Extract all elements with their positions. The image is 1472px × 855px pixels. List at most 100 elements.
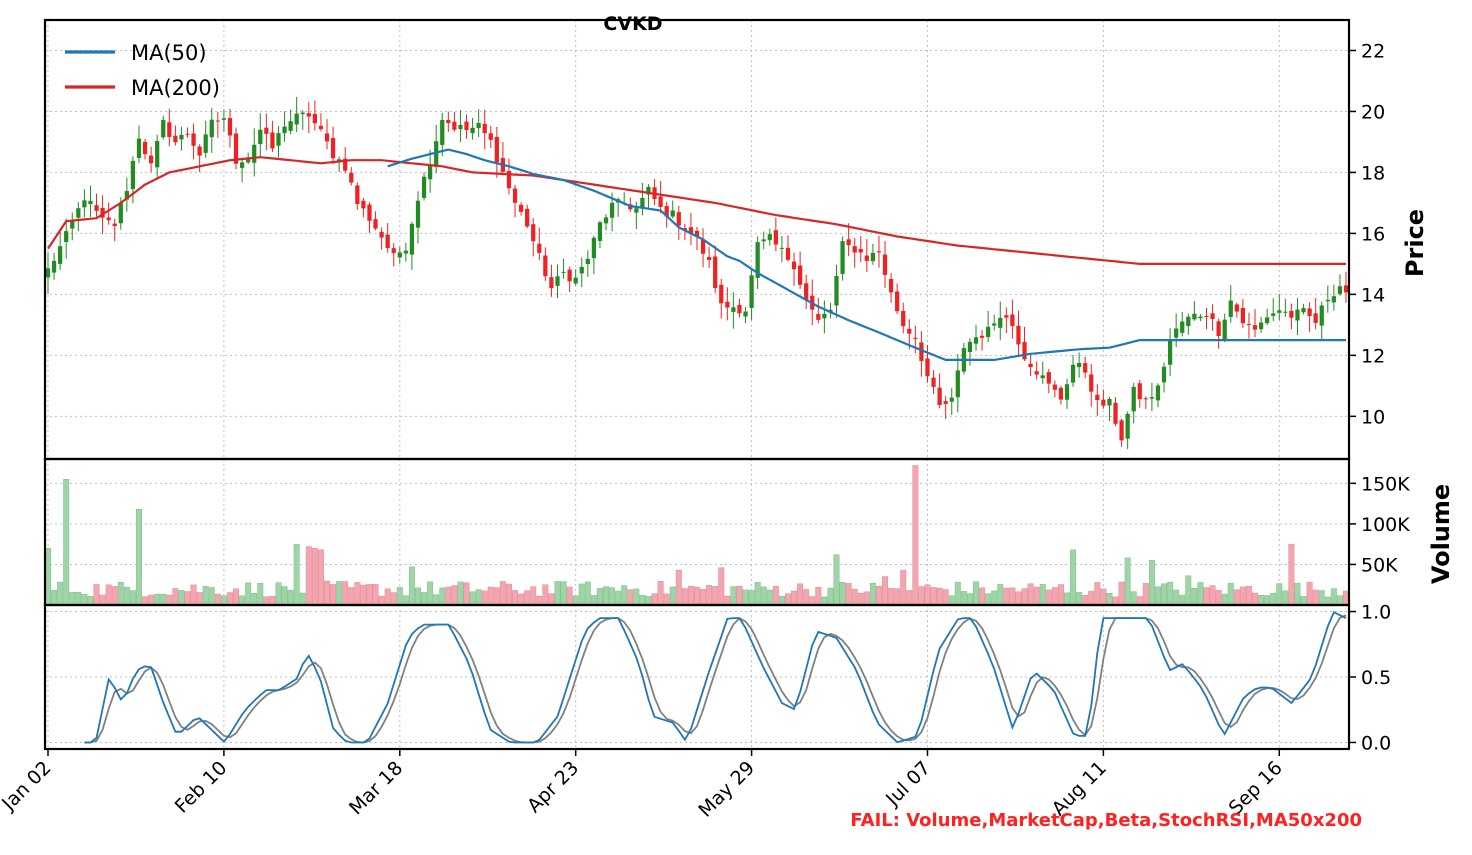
- candle-body: [185, 133, 190, 135]
- price-candles: [45, 96, 1349, 450]
- candle-body: [215, 120, 220, 122]
- x-tick-label: Apr 23: [523, 757, 583, 817]
- volume-bar: [1015, 591, 1022, 606]
- chart-title: CVKD: [603, 13, 662, 35]
- volume-bar: [1039, 584, 1046, 606]
- candle-body: [197, 146, 202, 156]
- candle-body: [324, 133, 330, 142]
- candle-body: [943, 401, 948, 404]
- volume-bar: [572, 595, 579, 606]
- volume-bar: [966, 593, 973, 606]
- volume-bar: [948, 595, 955, 606]
- candle-body: [737, 304, 742, 314]
- volume-bar: [560, 581, 567, 606]
- stoch-tick-label: 0.0: [1361, 732, 1391, 754]
- volume-bar: [724, 595, 731, 606]
- candle-body: [603, 217, 609, 224]
- volume-bar: [1161, 583, 1168, 606]
- volume-tick-label: 150K: [1361, 473, 1410, 495]
- volume-bar: [433, 594, 440, 606]
- volume-bar: [457, 581, 464, 606]
- candle-body: [1070, 364, 1076, 383]
- volume-bar: [1148, 560, 1155, 606]
- stoch-tick-label: 1.0: [1361, 602, 1391, 624]
- candle-body: [992, 323, 997, 326]
- candle-body: [94, 205, 99, 211]
- candle-body: [713, 256, 718, 289]
- candle-body: [1313, 313, 1318, 323]
- volume-bar: [706, 585, 713, 606]
- candle-body: [239, 162, 245, 168]
- candle-body: [1101, 399, 1106, 406]
- candle-body: [470, 127, 475, 134]
- candle-body: [609, 202, 615, 218]
- volume-bar: [439, 587, 446, 606]
- candle-body: [555, 276, 560, 286]
- volume-bar: [766, 589, 773, 606]
- volume-tick-label: 100K: [1361, 514, 1410, 536]
- volume-bar: [645, 596, 652, 606]
- candle-body: [1167, 339, 1173, 365]
- volume-bar: [1033, 586, 1040, 606]
- candle-body: [797, 265, 803, 285]
- price-tick-label: 22: [1361, 40, 1385, 62]
- candle-body: [876, 251, 882, 253]
- volume-bar: [239, 595, 246, 606]
- candle-body: [1210, 313, 1215, 319]
- volume-bar: [287, 589, 294, 606]
- volume-bar: [311, 547, 318, 606]
- candle-body: [979, 335, 985, 338]
- volume-bar: [942, 589, 949, 606]
- volume-bar: [1167, 582, 1174, 606]
- price-axis-label: Price: [1401, 209, 1429, 277]
- volume-bar: [348, 587, 355, 606]
- volume-bar: [627, 589, 634, 606]
- volume-bar: [833, 554, 840, 606]
- volume-bar: [63, 479, 70, 606]
- volume-bar: [1094, 582, 1101, 606]
- candle-body: [840, 241, 845, 274]
- candle-body: [476, 122, 481, 129]
- volume-bar: [554, 581, 561, 606]
- candle-body: [925, 358, 930, 377]
- candle-body: [306, 113, 311, 117]
- legend-ma200-label: MA(200): [131, 76, 220, 100]
- volume-bar: [281, 586, 288, 606]
- volume-bar: [603, 586, 609, 606]
- candle-body: [955, 370, 960, 398]
- volume-bar: [736, 585, 743, 606]
- volume-bar: [930, 587, 937, 606]
- candle-body: [440, 119, 445, 145]
- volume-bar: [596, 588, 603, 606]
- candle-body: [870, 252, 876, 262]
- volume-axis-label: Volume: [1427, 484, 1455, 584]
- candle-body: [567, 269, 572, 282]
- candle-body: [761, 239, 766, 242]
- volume-bar: [269, 596, 276, 606]
- ma200-line: [47, 156, 1346, 265]
- volume-bar: [117, 581, 124, 606]
- candle-body: [579, 266, 584, 274]
- candle-body: [142, 141, 148, 155]
- candle-body: [749, 275, 754, 308]
- volume-bar: [196, 592, 203, 606]
- volume-bar: [657, 581, 664, 606]
- volume-bar: [214, 593, 221, 606]
- volume-bar: [772, 586, 779, 606]
- candle-body: [191, 133, 196, 146]
- candle-body: [100, 207, 105, 218]
- volume-bar: [1100, 588, 1107, 606]
- candle-body: [634, 208, 639, 213]
- volume-bar: [1209, 585, 1216, 606]
- candle-body: [1155, 385, 1161, 401]
- candle-body: [658, 196, 663, 207]
- candle-body: [51, 260, 57, 273]
- volume-bar: [142, 596, 149, 606]
- price-y-ticks: 10 12 14 16 18 20 22: [1349, 40, 1385, 428]
- volume-bar: [324, 580, 330, 606]
- candle-body: [907, 328, 912, 334]
- volume-bar: [1136, 596, 1143, 606]
- candle-body: [252, 144, 257, 163]
- candle-body: [834, 275, 839, 306]
- candle-body: [373, 219, 378, 229]
